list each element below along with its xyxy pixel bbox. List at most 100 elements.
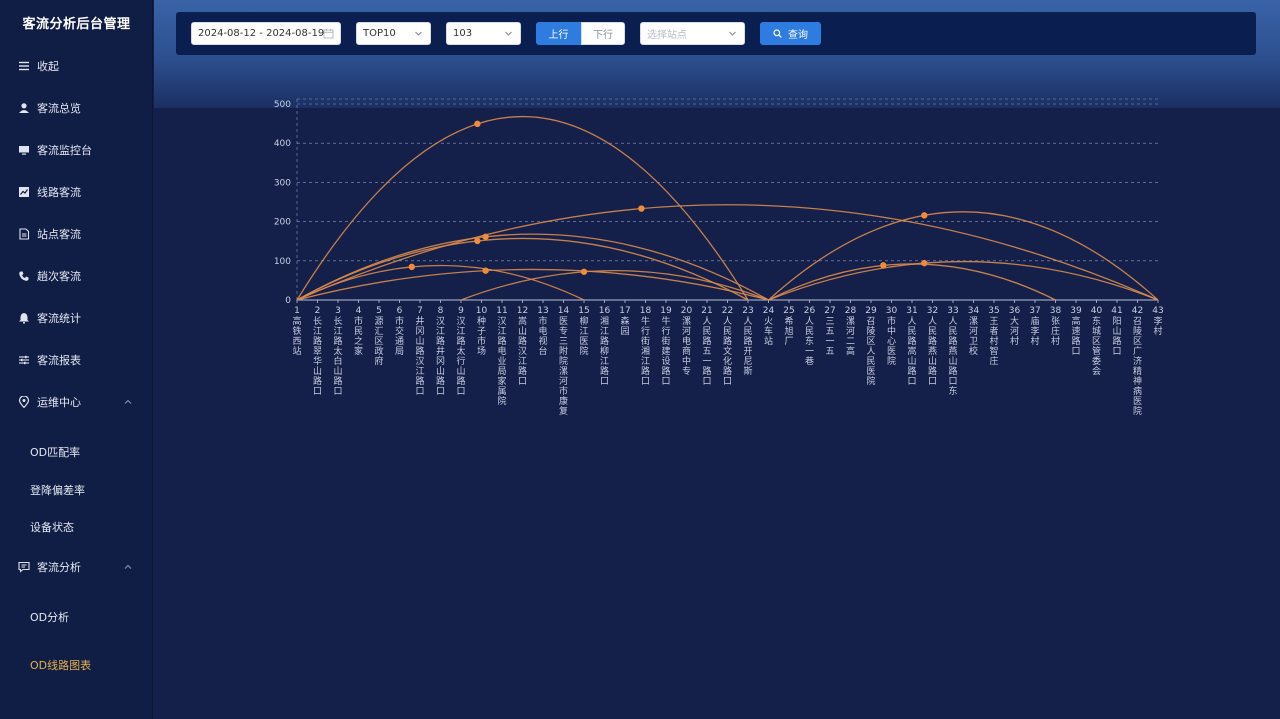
sidebar-item-label: 客流报表 — [37, 354, 81, 367]
x-station-label: 7 井冈山路汉江路口 — [415, 306, 424, 397]
query-button[interactable]: 查询 — [760, 22, 821, 45]
x-station-label: 13 市电视台 — [537, 306, 548, 357]
sidebar: 客流分析后台管理 收起 客流总览 客流监控台 线路客流 站点客流 趟次 — [0, 0, 153, 719]
od-flow-arc[interactable] — [460, 269, 769, 301]
y-tick-label: 0 — [285, 296, 291, 306]
x-station-label: 31 人民路嵩山路口 — [906, 306, 917, 387]
date-range-value: 2024-08-12 - 2024-08-19 — [198, 28, 325, 39]
od-flow-marker — [474, 120, 481, 128]
x-station-label: 40 东城区管委会 — [1091, 306, 1103, 377]
sidebar-item-label: 运维中心 — [37, 396, 81, 409]
x-station-label: 20 漯河电商中专 — [681, 306, 693, 377]
x-station-label: 8 汉江路井冈山路口 — [436, 306, 445, 397]
monitor-icon — [18, 144, 30, 156]
sidebar-subitem-od-match[interactable]: OD匹配率 — [0, 434, 153, 470]
sidebar-item-statistics[interactable]: 客流统计 — [0, 298, 153, 338]
od-flow-arc[interactable] — [296, 233, 769, 301]
station-placeholder: 选择站点 — [647, 30, 687, 41]
x-station-label: 37 庙李村 — [1029, 306, 1040, 347]
app-title: 客流分析后台管理 — [22, 17, 131, 32]
top-n-select[interactable]: TOP10 — [356, 22, 431, 45]
od-flow-arc[interactable] — [768, 211, 1159, 301]
chat-icon — [18, 561, 30, 573]
sidebar-subitem-label: OD匹配率 — [30, 446, 81, 459]
od-flow-marker — [921, 212, 928, 219]
sidebar-item-monitor[interactable]: 客流监控台 — [0, 130, 153, 170]
line-select[interactable]: 103 — [446, 22, 521, 45]
x-station-label: 6 市交通局 — [395, 306, 404, 357]
calendar-icon — [323, 28, 334, 39]
location-pin-icon — [18, 396, 30, 408]
x-station-label: 26 人民东一巷 — [804, 306, 816, 367]
y-tick-label: 100 — [274, 257, 291, 267]
x-station-label: 16 湘江路柳江路口 — [599, 306, 611, 387]
od-flow-marker — [482, 267, 489, 274]
sidebar-item-overview[interactable]: 客流总览 — [0, 88, 153, 128]
od-flow-marker — [408, 263, 415, 271]
od-flow-arc[interactable] — [296, 268, 769, 301]
sidebar-item-station-flow[interactable]: 站点客流 — [0, 214, 153, 254]
x-station-label: 4 市民之家 — [354, 306, 363, 357]
x-station-label: 3 长江路太白山路口 — [333, 306, 342, 397]
x-station-label: 17 森园 — [619, 306, 630, 337]
sidebar-subitem-label: 设备状态 — [30, 521, 74, 534]
sidebar-subitem-label: OD线路图表 — [30, 659, 92, 672]
x-station-label: 42 召陵区广济精神病医院 — [1132, 306, 1143, 417]
x-station-label: 5 源汇区政府 — [374, 306, 383, 367]
sidebar-subitem-deviation[interactable]: 登降偏差率 — [0, 472, 153, 508]
x-station-label: 33 人民路燕山路口东 — [947, 306, 958, 397]
x-station-label: 29 召陵区人民医院 — [865, 306, 877, 387]
sidebar-item-label: 客流分析 — [37, 561, 81, 574]
sidebar-item-label: 客流统计 — [37, 312, 81, 325]
od-flow-arc[interactable] — [296, 264, 585, 301]
x-station-label: 15 柳江医院 — [578, 306, 589, 357]
query-button-label: 查询 — [788, 30, 808, 41]
x-station-label: 34 漯河卫校 — [968, 306, 980, 357]
phone-icon — [18, 270, 30, 282]
sidebar-subitem-od-line-chart[interactable]: OD线路图表 — [0, 647, 153, 683]
station-select[interactable]: 选择站点 — [640, 22, 745, 45]
y-tick-label: 300 — [274, 178, 291, 188]
line-value: 103 — [453, 28, 473, 39]
sidebar-item-line-flow[interactable]: 线路客流 — [0, 172, 153, 212]
x-station-label: 14 医专三附院漯河市康复 — [558, 306, 570, 417]
sidebar-subitem-od-analysis[interactable]: OD分析 — [0, 599, 153, 635]
x-station-label: 35 王者村智庄 — [988, 306, 999, 367]
y-tick-label: 500 — [274, 100, 291, 110]
top-n-value: TOP10 — [363, 28, 396, 39]
sidebar-item-label: 收起 — [37, 60, 59, 73]
od-flow-arc[interactable] — [296, 237, 749, 301]
x-station-label: 24 火车站 — [763, 306, 775, 347]
direction-up-button[interactable]: 上行 — [536, 22, 581, 45]
x-station-label: 32 人民路燕山路口 — [927, 306, 938, 387]
sidebar-item-report[interactable]: 客流报表 — [0, 340, 153, 380]
line-chart-icon — [18, 186, 30, 198]
direction-down-button[interactable]: 下行 — [581, 22, 625, 45]
sidebar-subitem-device-status[interactable]: 设备状态 — [0, 509, 153, 545]
sidebar-subitem-label: OD分析 — [30, 611, 70, 624]
od-arc-chart: 0 100 200 300 400 500 1 高铁西站 2 长江路翠华山路口 3 长江路太白山路口… — [274, 98, 1164, 417]
menu-icon — [18, 60, 30, 72]
user-icon — [18, 102, 30, 114]
sidebar-item-trip-flow[interactable]: 趟次客流 — [0, 256, 153, 296]
chevron-down-icon — [727, 28, 738, 39]
date-range-picker[interactable]: 2024-08-12 - 2024-08-19 — [191, 22, 341, 45]
od-flow-arc[interactable] — [768, 261, 1159, 301]
x-station-label: 11 汉江路电业局家属院 — [496, 306, 507, 407]
chevron-down-icon — [413, 28, 424, 39]
sidebar-item-ops-center[interactable]: 运维中心 — [0, 382, 153, 422]
x-station-label: 27 三五一五 — [824, 306, 835, 357]
x-station-label: 28 漯河二高 — [845, 306, 857, 357]
od-flow-arc[interactable] — [768, 263, 1056, 301]
od-flow-arc[interactable] — [296, 116, 749, 301]
x-station-label: 36 大河村 — [1009, 306, 1021, 347]
sidebar-item-flow-analysis[interactable]: 客流分析 — [0, 547, 153, 587]
sidebar-item-label: 客流监控台 — [37, 144, 92, 157]
y-tick-label: 200 — [274, 218, 291, 228]
od-flow-arc[interactable] — [296, 204, 1159, 301]
sidebar-item-label: 站点客流 — [37, 228, 81, 241]
x-station-label: 38 张庄村 — [1050, 306, 1062, 347]
sidebar-item-collapse[interactable]: 收起 — [0, 46, 153, 86]
bell-icon — [18, 312, 30, 324]
x-station-label: 1 高铁西站 — [292, 306, 301, 357]
